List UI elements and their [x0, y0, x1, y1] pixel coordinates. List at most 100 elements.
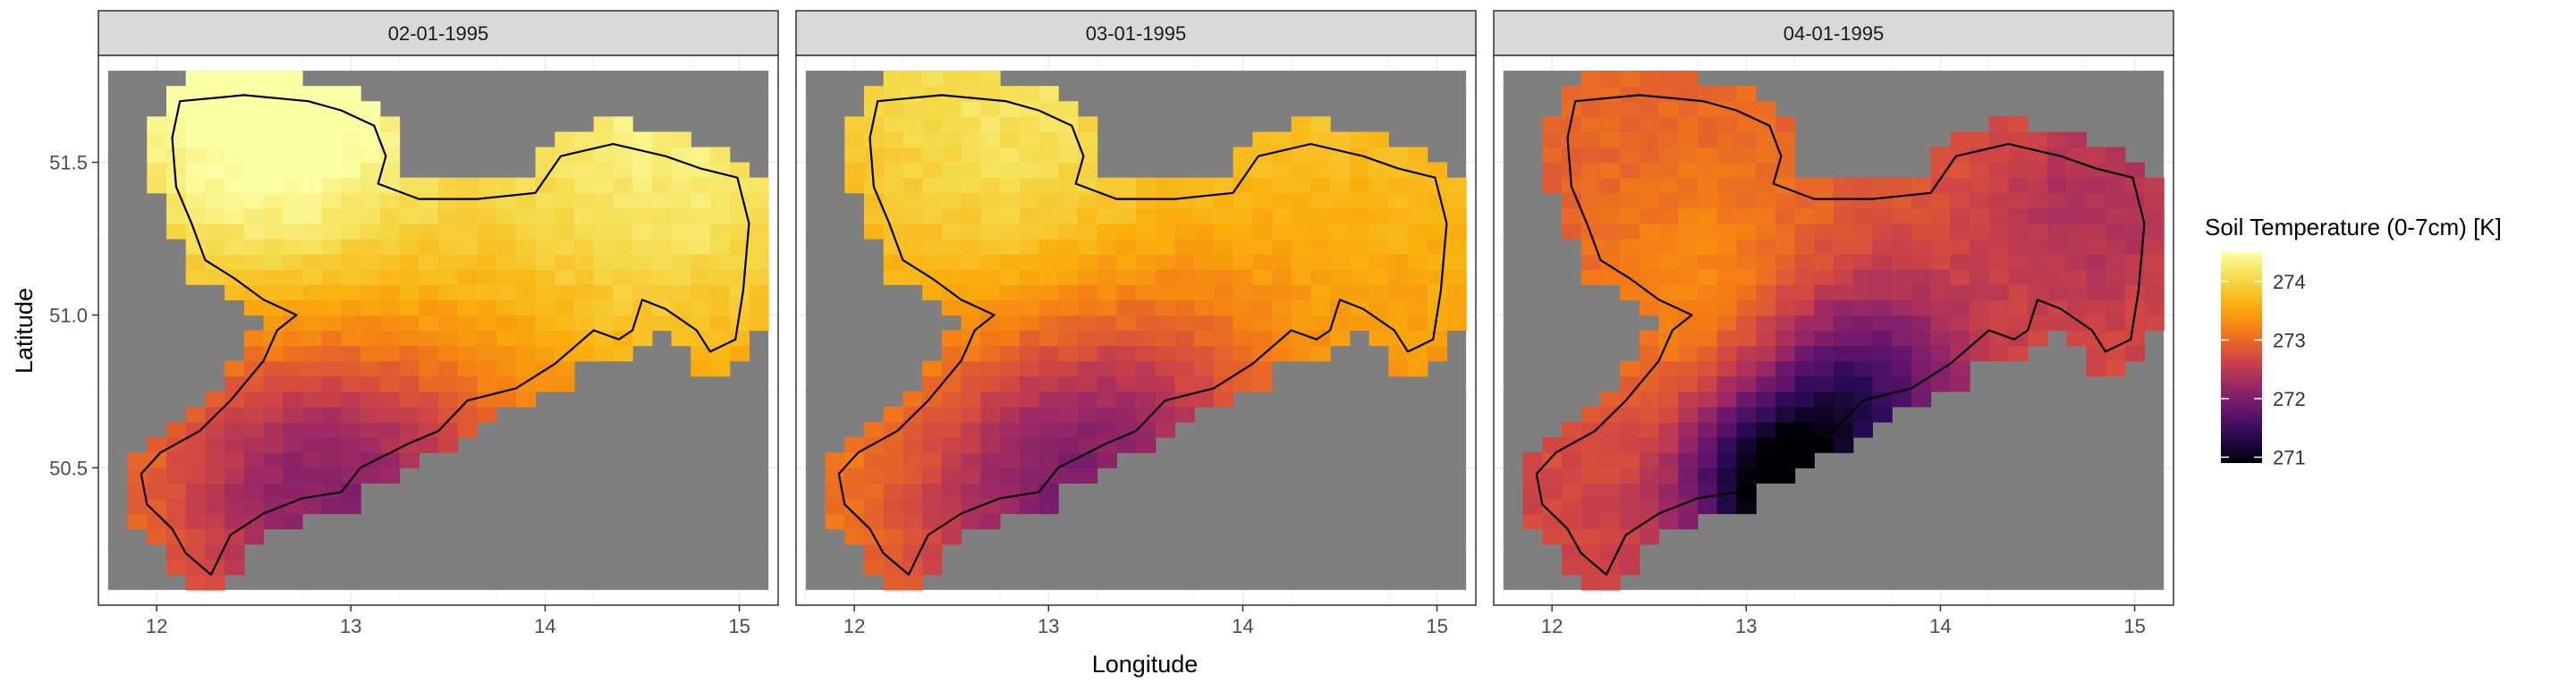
raster-cell: [941, 468, 962, 484]
raster-cell: [1756, 468, 1776, 484]
raster-cell: [1019, 422, 1040, 438]
raster-cell: [166, 131, 187, 148]
raster-cell: [243, 483, 265, 500]
raster-cell: [922, 375, 943, 392]
raster-cell: [321, 223, 343, 240]
raster-cell: [185, 254, 207, 270]
raster-cell: [477, 284, 497, 300]
raster-cell: [1291, 239, 1312, 255]
raster-cell: [263, 391, 284, 408]
raster-cell: [1814, 207, 1835, 224]
raster-cell: [1736, 192, 1757, 209]
raster-cell: [321, 422, 343, 438]
raster-cell: [1272, 315, 1292, 332]
raster-cell: [1077, 391, 1098, 408]
raster-cell: [1814, 223, 1835, 240]
raster-cell: [671, 223, 691, 240]
raster-cell: [613, 299, 633, 316]
raster-cell: [263, 131, 284, 148]
raster-cell: [902, 131, 923, 148]
raster-cell: [379, 406, 401, 423]
raster-cell: [1620, 116, 1640, 133]
raster-cell: [883, 101, 904, 117]
raster-cell: [1970, 192, 1990, 209]
raster-cell: [922, 452, 943, 468]
raster-cell: [2086, 239, 2106, 255]
raster-cell: [1542, 437, 1563, 453]
raster-cell: [1174, 239, 1195, 255]
raster-cell: [902, 207, 923, 224]
raster-cell: [691, 239, 711, 255]
raster-cell: [671, 254, 691, 270]
raster-cell: [1330, 284, 1351, 300]
raster-cell: [419, 284, 439, 300]
raster-cell: [922, 86, 943, 102]
raster-cell: [1639, 207, 1660, 224]
raster-cell: [1213, 391, 1234, 408]
raster-cell: [263, 468, 284, 484]
raster-cell: [1872, 192, 1893, 209]
raster-cell: [1852, 284, 1874, 300]
raster-cell: [1930, 315, 1951, 332]
raster-cell: [710, 360, 731, 377]
raster-cell: [593, 284, 614, 300]
raster-cell: [1058, 177, 1079, 194]
raster-cell: [263, 437, 284, 453]
raster-cell: [1408, 239, 1428, 255]
raster-cell: [1542, 116, 1563, 133]
raster-cell: [2046, 269, 2068, 285]
raster-cell: [225, 544, 245, 560]
raster-cell: [1000, 269, 1021, 285]
raster-cell: [1427, 284, 1448, 300]
raster-cell: [283, 315, 303, 332]
raster-cell: [710, 192, 731, 209]
raster-cell: [671, 207, 691, 224]
raster-cell: [1950, 269, 1970, 285]
raster-cell: [1213, 254, 1234, 270]
raster-cell: [1522, 498, 1543, 515]
raster-cell: [691, 223, 711, 240]
raster-cell: [2008, 207, 2029, 224]
raster-cell: [1600, 269, 1621, 285]
raster-cell: [1446, 177, 1467, 194]
raster-cell: [1698, 284, 1718, 300]
raster-cell: [1775, 360, 1796, 377]
raster-cell: [1019, 468, 1040, 484]
raster-cell: [1716, 177, 1738, 194]
raster-cell: [1562, 468, 1582, 484]
raster-cell: [1639, 375, 1660, 392]
raster-cell: [922, 406, 943, 423]
raster-cell: [302, 131, 323, 148]
raster-cell: [1716, 437, 1738, 453]
raster-cell: [1950, 162, 1970, 179]
raster-cell: [263, 207, 284, 224]
raster-cell: [477, 315, 497, 332]
raster-cell: [515, 239, 537, 255]
raster-cell: [1600, 239, 1621, 255]
raster-cell: [1698, 437, 1718, 453]
raster-cell: [2144, 299, 2165, 316]
raster-cell: [593, 315, 614, 332]
raster-cell: [225, 559, 245, 576]
raster-cell: [2106, 147, 2126, 164]
raster-cell: [980, 116, 1001, 133]
raster-cell: [283, 101, 303, 117]
raster-cell: [419, 299, 439, 316]
raster-cell: [1639, 131, 1660, 148]
raster-cell: [1000, 177, 1021, 194]
raster-cell: [613, 254, 633, 270]
raster-cell: [185, 147, 207, 164]
raster-cell: [438, 223, 459, 240]
raster-cell: [243, 391, 265, 408]
raster-cell: [1892, 360, 1912, 377]
raster-cell: [555, 177, 575, 194]
raster-cell: [496, 360, 517, 377]
raster-cell: [1000, 452, 1021, 468]
raster-cell: [2066, 315, 2087, 332]
raster-cell: [1658, 498, 1679, 515]
raster-cell: [922, 131, 943, 148]
raster-cell: [1233, 207, 1253, 224]
raster-cell: [651, 177, 673, 194]
raster-cell: [1136, 360, 1157, 377]
raster-cell: [1233, 330, 1253, 347]
